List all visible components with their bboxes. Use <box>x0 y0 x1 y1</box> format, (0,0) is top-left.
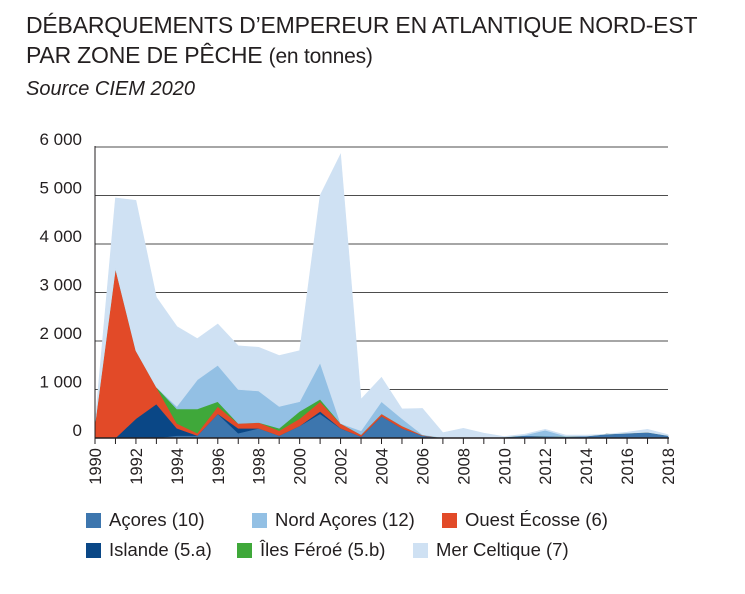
x-tick-label-1992: 1992 <box>128 448 146 485</box>
x-tick-label-1990: 1990 <box>87 448 105 485</box>
y-tick-label-2000: 2 000 <box>39 324 82 343</box>
x-tick-label-2018: 2018 <box>660 448 678 485</box>
legend-item-iles-feroe-5-b: Îles Féroé (5.b) <box>237 539 385 561</box>
x-tick-label-2006: 2006 <box>414 448 432 485</box>
legend-label-islande-5-a: Islande (5.a) <box>109 539 212 560</box>
legend-item-islande-5-a: Islande (5.a) <box>86 539 212 561</box>
chart-source: Source CIEM 2020 <box>26 78 195 100</box>
x-tick-label-2014: 2014 <box>578 448 596 485</box>
title-line-1: DÉBARQUEMENTS D’EMPEREUR EN ATLANTIQUE N… <box>26 12 698 38</box>
title-line-2-text: PAR ZONE DE PÊCHE <box>26 42 263 68</box>
x-tick-label-2008: 2008 <box>455 448 473 485</box>
y-tick-label-3000: 3 000 <box>39 276 82 295</box>
legend-swatch-mer-celtique-7 <box>413 542 428 558</box>
legend-label-ouest-ecosse-6: Ouest Écosse (6) <box>465 509 608 530</box>
x-tick-label-2010: 2010 <box>496 448 514 485</box>
y-tick-labels: 0 1 000 2 000 3 000 4 000 5 000 6 000 <box>39 130 82 440</box>
stacked-area-chart: 0 1 000 2 000 3 000 4 000 5 000 6 000 1990 1992… <box>39 130 678 485</box>
y-tick-label-0: 0 <box>73 421 82 440</box>
x-tick-label-1996: 1996 <box>210 448 228 485</box>
legend-label-iles-feroe-5-b: Îles Féroé (5.b) <box>260 539 386 560</box>
legend-item-ouest-ecosse-6: Ouest Écosse (6) <box>442 509 608 531</box>
y-tick-label-1000: 1 000 <box>39 373 82 392</box>
y-tick-label-5000: 5 000 <box>39 179 82 198</box>
axes <box>94 146 669 444</box>
x-tick-label-2016: 2016 <box>619 448 637 485</box>
legend-label-acores-10: Açores (10) <box>109 509 205 530</box>
chart-title: DÉBARQUEMENTS D’EMPEREUR EN ATLANTIQUE N… <box>26 10 741 72</box>
title-line-2: PAR ZONE DE PÊCHE (en tonnes) <box>26 40 741 72</box>
x-tick-labels: 1990 1992 1994 1996 1998 2000 2002 2004 2006 2008… <box>87 448 678 485</box>
legend-item-acores-10: Açores (10) <box>86 509 205 531</box>
y-tick-label-6000: 6 000 <box>39 130 82 149</box>
title-unit: (en tonnes) <box>268 45 373 68</box>
area-mer-celtique-7 <box>94 153 669 439</box>
x-tick-label-2000: 2000 <box>292 448 310 485</box>
y-tick-label-4000: 4 000 <box>39 227 82 246</box>
legend-item-mer-celtique-7: Mer Celtique (7) <box>413 539 569 561</box>
x-tick-label-2004: 2004 <box>374 448 392 485</box>
legend-item-nord-acores-12: Nord Açores (12) <box>252 509 415 531</box>
x-tick-label-2002: 2002 <box>333 448 351 485</box>
area-series <box>94 153 669 439</box>
legend-label-mer-celtique-7: Mer Celtique (7) <box>436 539 569 560</box>
legend-swatch-ouest-ecosse-6 <box>442 512 457 528</box>
x-tick-label-2012: 2012 <box>537 448 555 485</box>
legend-label-nord-acores-12: Nord Açores (12) <box>275 509 415 530</box>
x-tick-label-1994: 1994 <box>169 448 187 485</box>
legend-swatch-iles-feroe-5-b <box>237 542 252 558</box>
x-tick-label-1998: 1998 <box>251 448 269 485</box>
legend-swatch-acores-10 <box>86 512 101 528</box>
legend-swatch-nord-acores-12 <box>252 512 267 528</box>
legend-swatch-islande-5-a <box>86 542 101 558</box>
